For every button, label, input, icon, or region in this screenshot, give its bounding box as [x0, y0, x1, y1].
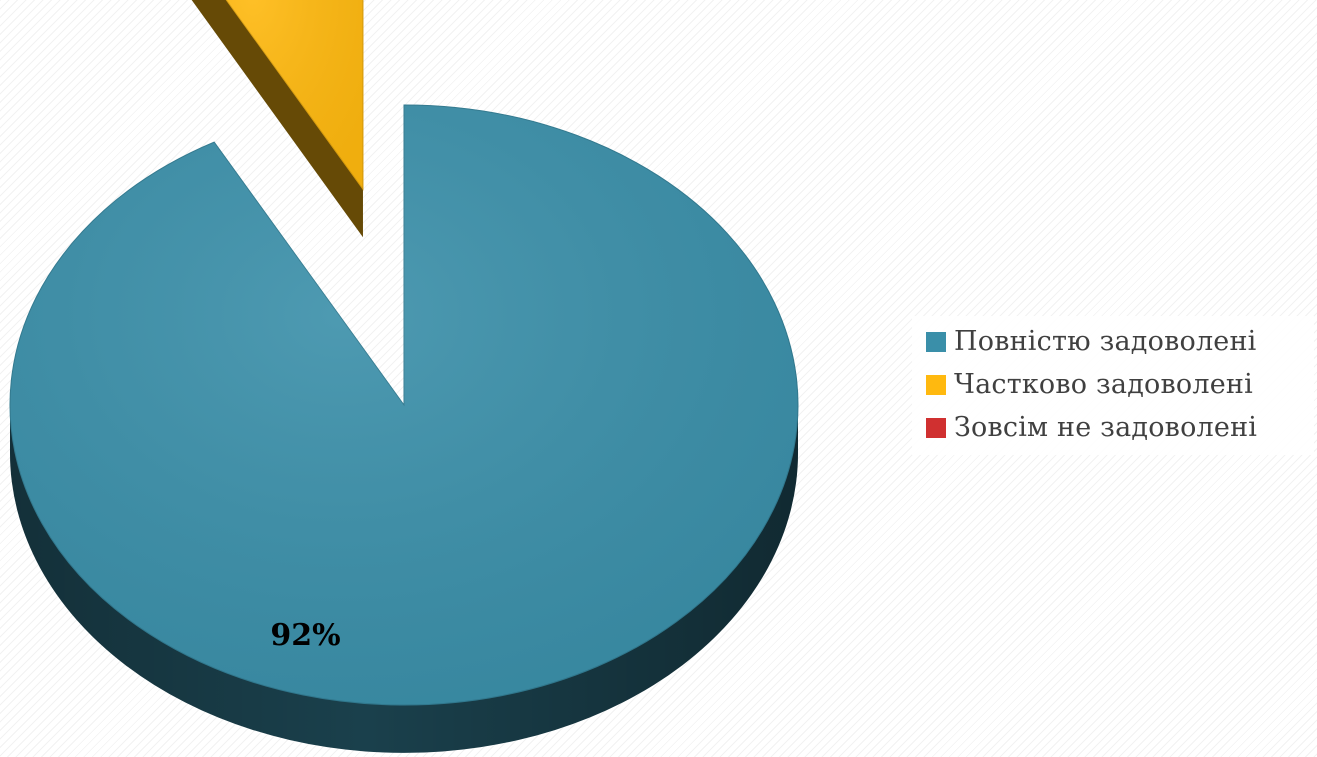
pie-slice-top-shade-fully-satisfied — [9, 105, 799, 706]
legend-swatch-partially-satisfied — [926, 374, 946, 395]
legend-item-fully-satisfied: Повністю задоволені — [926, 320, 1314, 363]
legend-label-fully-satisfied: Повністю задоволені — [954, 326, 1257, 357]
legend-item-not-satisfied: Зовсім не задоволені — [926, 406, 1314, 449]
legend-label-partially-satisfied: Частково задоволені — [954, 369, 1253, 400]
legend-swatch-not-satisfied — [926, 417, 946, 438]
pie-slice-top-shade-partially-satisfied — [226, 0, 363, 190]
legend-label-not-satisfied: Зовсім не задоволені — [954, 412, 1258, 443]
pie-slice-partially-satisfied — [191, 0, 364, 238]
legend-item-partially-satisfied: Частково задоволені — [926, 363, 1314, 406]
chart-legend: Повністю задоволені Частково задоволені … — [912, 316, 1314, 455]
pie-slice-side-shade-fully-satisfied — [10, 405, 798, 753]
data-label-fully-satisfied: 92% — [270, 618, 340, 653]
pie-slice-fully-satisfied — [9, 104, 799, 753]
legend-swatch-fully-satisfied — [926, 331, 946, 352]
data-label-partially-satisfied: 8% — [288, 0, 337, 6]
